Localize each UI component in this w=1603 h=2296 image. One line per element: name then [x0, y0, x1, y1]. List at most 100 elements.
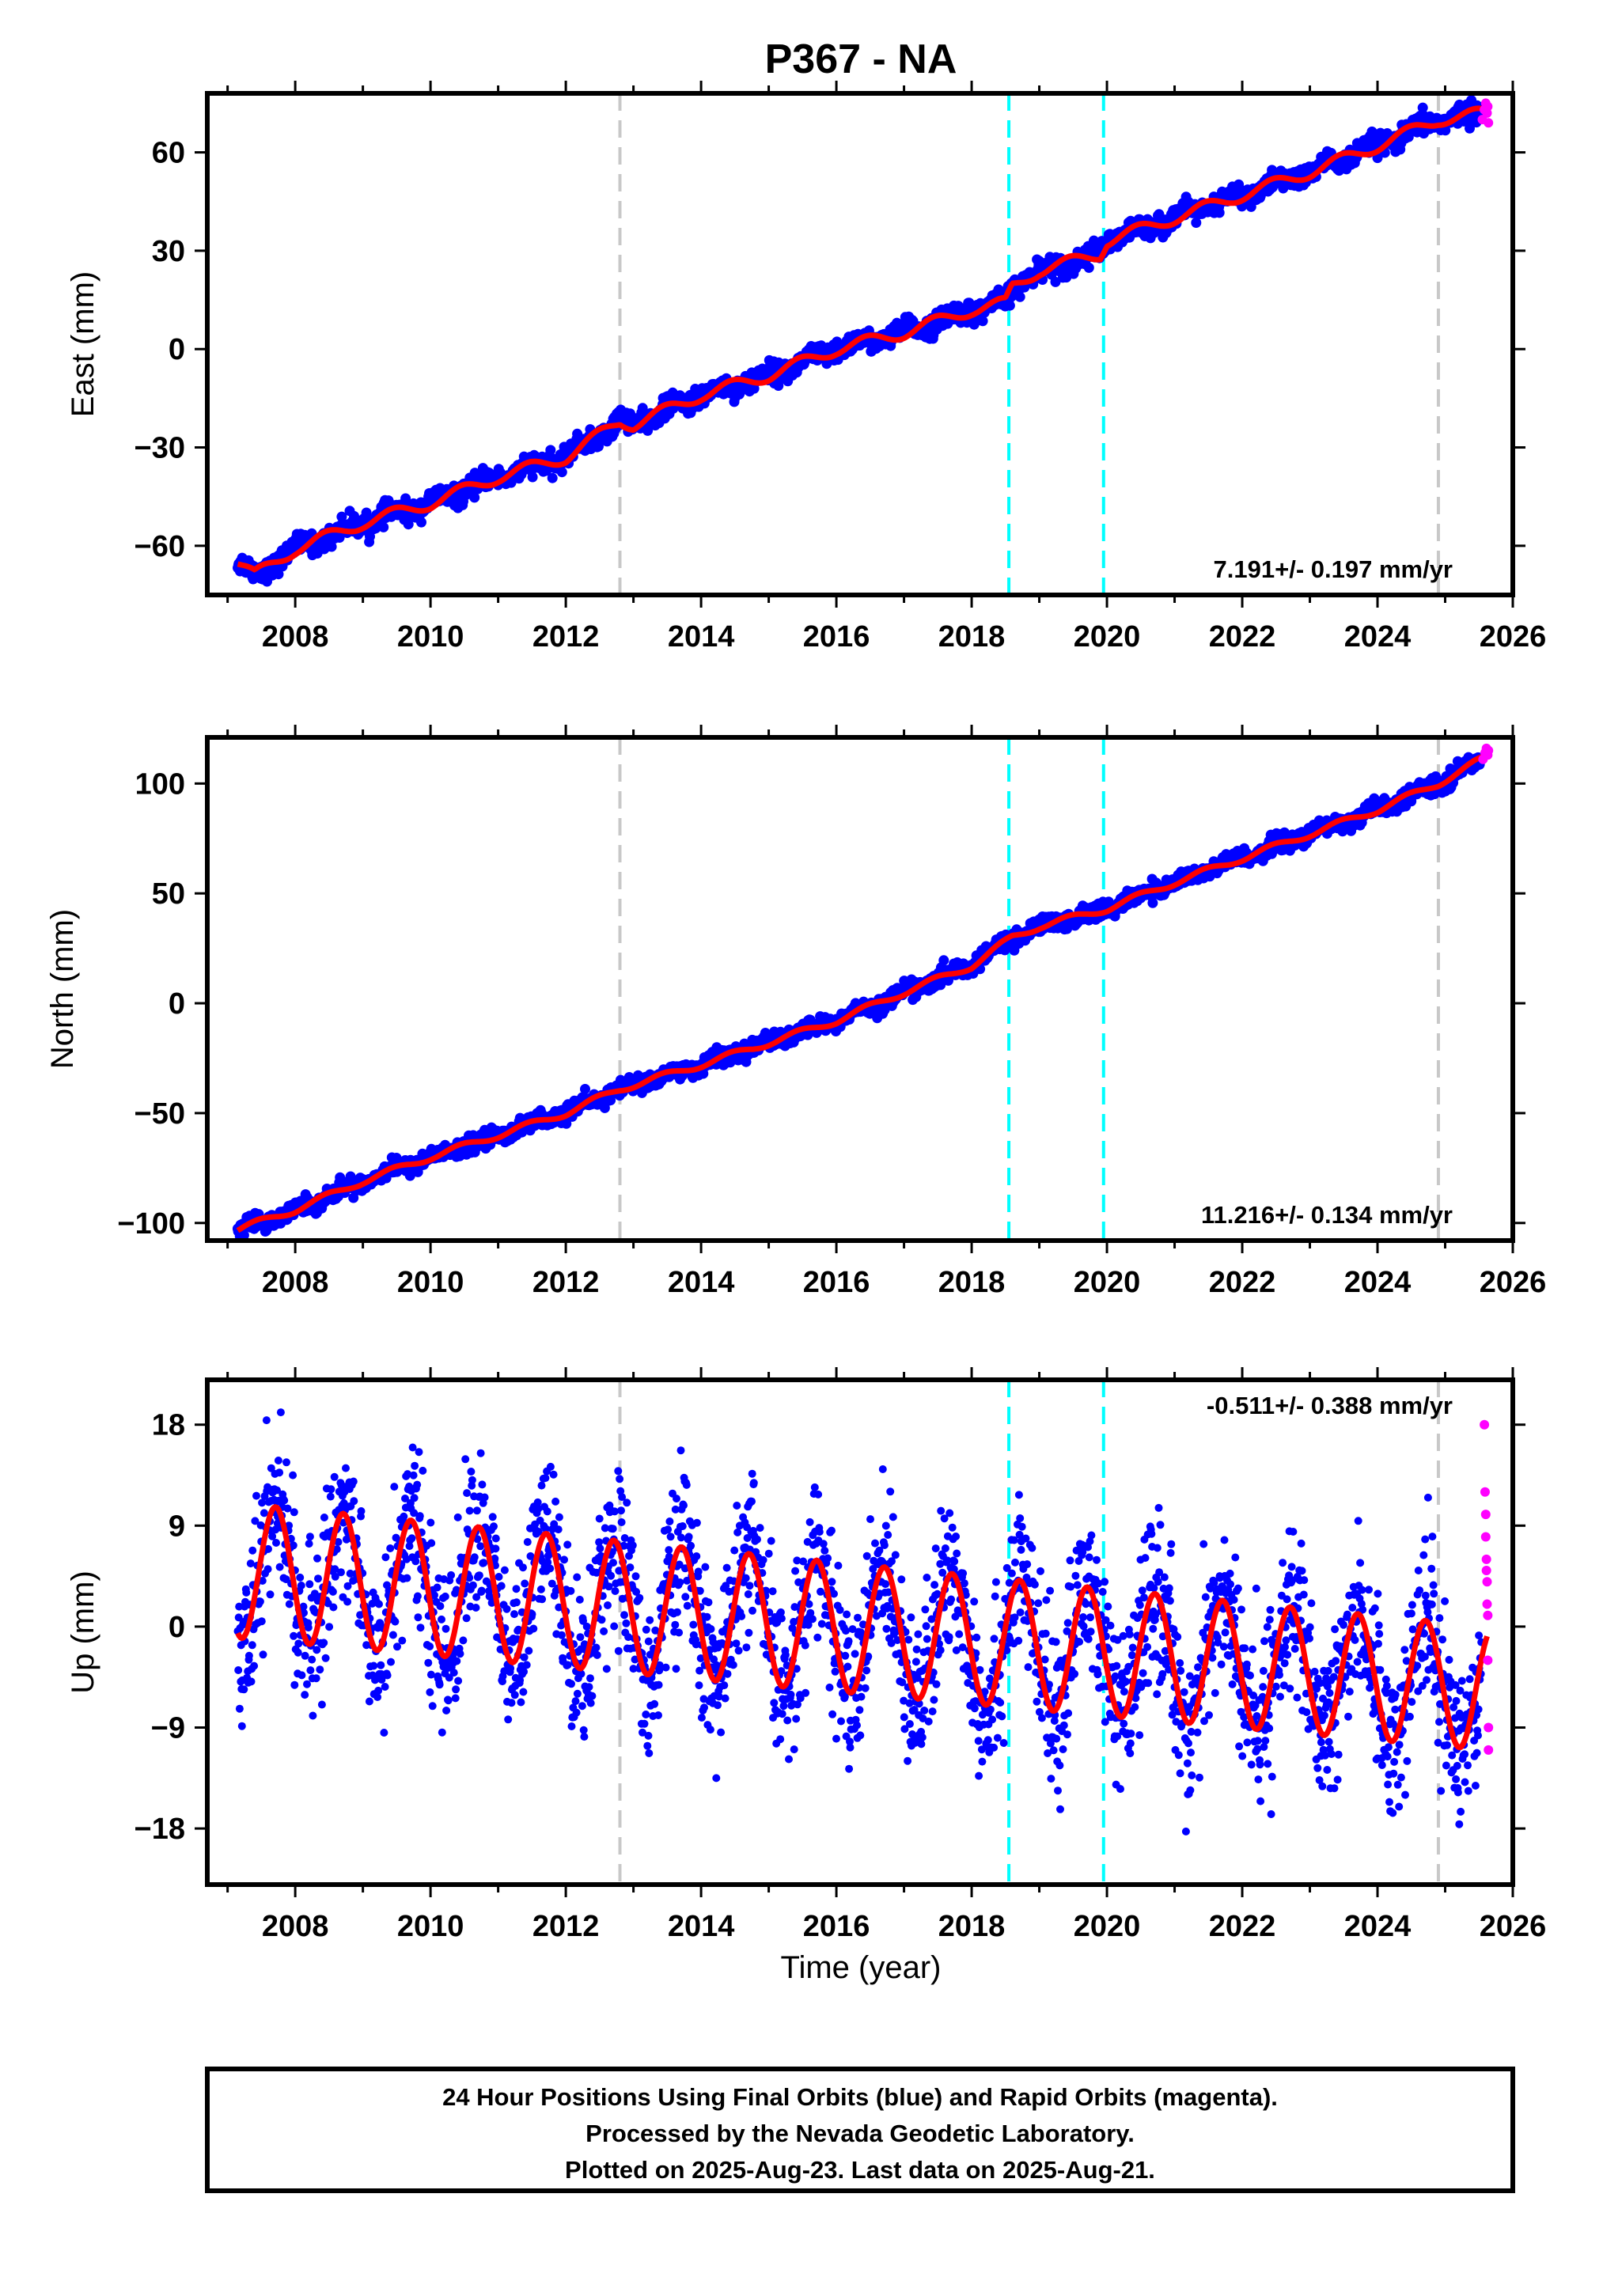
y-axis-title: North (mm)	[45, 909, 80, 1069]
final-orbit-point	[383, 1671, 392, 1680]
final-orbit-point	[290, 1680, 299, 1689]
final-orbit-point	[276, 1408, 285, 1417]
model-fit-line	[237, 105, 1487, 573]
x-tick-label: 2020	[1074, 620, 1141, 654]
final-orbit-point	[375, 1600, 383, 1608]
panel-1: 2008 2010 2012 2014 2016 2018 2020 2022 2024 2026…	[66, 81, 1546, 654]
final-orbit-point	[386, 1544, 395, 1552]
final-orbit-point	[413, 1592, 422, 1601]
final-orbit-point	[414, 1613, 423, 1622]
velocity-label: 11.216+/- 0.134 mm/yr	[1201, 1201, 1453, 1229]
final-orbit-point	[301, 1691, 309, 1699]
y-tick-label: 0	[169, 987, 185, 1021]
final-orbit-point	[337, 1568, 345, 1577]
x-tick-label: 2010	[397, 1266, 464, 1299]
final-orbit-point	[1191, 218, 1202, 228]
final-orbit-point	[274, 1457, 282, 1464]
y-tick-label: −100	[117, 1207, 185, 1241]
final-orbit-point	[240, 1685, 248, 1694]
final-orbit-point	[303, 1680, 311, 1688]
final-orbit-point	[527, 472, 538, 483]
rapid-orbit-point	[1483, 101, 1493, 112]
plot-area	[232, 737, 1494, 1241]
final-orbit-point	[469, 492, 480, 503]
y-axis-title: East (mm)	[66, 271, 100, 417]
final-orbit-point	[424, 1658, 433, 1667]
final-orbit-point	[250, 1661, 259, 1670]
final-orbit-point	[297, 1671, 306, 1680]
x-tick-label: 2008	[262, 620, 329, 654]
final-orbit-point	[343, 1597, 352, 1606]
final-orbit-point	[1014, 291, 1025, 302]
x-tick-label: 2022	[1209, 620, 1276, 654]
x-tick-label: 2022	[1209, 1266, 1276, 1299]
final-orbit-point	[275, 1468, 284, 1477]
final-orbit-point	[410, 1494, 419, 1502]
final-orbit-point	[328, 1587, 337, 1596]
x-tick-label: 2026	[1480, 1266, 1547, 1299]
final-orbit-point	[426, 1518, 435, 1527]
final-orbit-point	[301, 1651, 309, 1660]
final-orbit-point	[294, 1639, 303, 1648]
final-orbit-point	[290, 1508, 298, 1517]
final-orbit-point	[374, 1686, 383, 1695]
final-orbit-point	[313, 1646, 321, 1654]
final-orbit-point	[393, 1642, 401, 1651]
final-orbit-point	[378, 521, 389, 532]
final-orbit-point	[561, 1118, 572, 1129]
x-tick-label: 2020	[1074, 1266, 1141, 1299]
final-orbit-point	[398, 1636, 407, 1645]
y-tick-label: −30	[135, 432, 185, 465]
x-tick-label: 2018	[938, 1266, 1006, 1299]
final-orbit-point	[285, 1600, 294, 1608]
velocity-label: 7.191+/- 0.197 mm/yr	[1214, 555, 1453, 583]
final-orbit-point	[316, 1665, 324, 1674]
final-orbit-point	[309, 1711, 317, 1720]
x-tick-label: 2024	[1344, 620, 1412, 654]
final-orbit-point	[304, 1623, 313, 1632]
final-orbit-point	[305, 1540, 313, 1548]
y-tick-label: 60	[152, 137, 185, 170]
y-tick-label: −50	[135, 1097, 185, 1131]
final-orbit-point	[1050, 276, 1061, 287]
final-orbit-point	[330, 1472, 339, 1481]
final-orbit-point	[321, 1654, 330, 1662]
rapid-orbit-points	[1477, 98, 1494, 128]
y-tick-label: −60	[135, 530, 185, 563]
final-orbit-point	[380, 1729, 388, 1737]
rapid-orbit-point	[1484, 118, 1494, 128]
x-tick-label: 2016	[803, 620, 870, 654]
final-orbit-point	[290, 1631, 298, 1640]
final-orbit-point	[308, 1655, 316, 1664]
final-orbit-point	[545, 445, 556, 456]
final-orbit-point	[263, 1565, 272, 1574]
final-orbit-point	[314, 1574, 322, 1583]
x-tick-label: 2014	[668, 1266, 735, 1299]
final-orbit-point	[257, 1617, 266, 1626]
final-orbit-point	[1083, 262, 1094, 273]
plot-area	[233, 93, 1494, 595]
final-orbit-point	[436, 1602, 445, 1610]
final-orbit-point	[247, 1677, 256, 1686]
model-fit-line	[236, 752, 1487, 1233]
final-orbit-point	[427, 1539, 436, 1548]
final-orbit-point	[262, 1416, 271, 1425]
final-orbit-point	[320, 1639, 328, 1647]
final-orbit-point	[938, 955, 949, 966]
final-orbit-point	[773, 381, 784, 391]
rapid-orbit-point	[1484, 745, 1494, 756]
final-orbit-point	[237, 1722, 246, 1730]
final-orbit-point	[326, 541, 337, 552]
x-tick-label: 2012	[532, 1266, 600, 1299]
final-orbit-point	[244, 1651, 253, 1660]
final-orbit-point	[334, 532, 345, 543]
final-orbit-point	[426, 1642, 434, 1650]
final-orbit-point	[305, 1580, 314, 1589]
final-orbit-point	[416, 1623, 425, 1632]
final-orbit-point	[381, 1553, 390, 1562]
final-orbit-point	[977, 316, 988, 327]
final-orbit-point	[248, 1546, 257, 1555]
final-orbit-point	[637, 403, 648, 414]
final-orbit-point	[325, 1623, 334, 1631]
final-orbit-point	[234, 1666, 243, 1674]
